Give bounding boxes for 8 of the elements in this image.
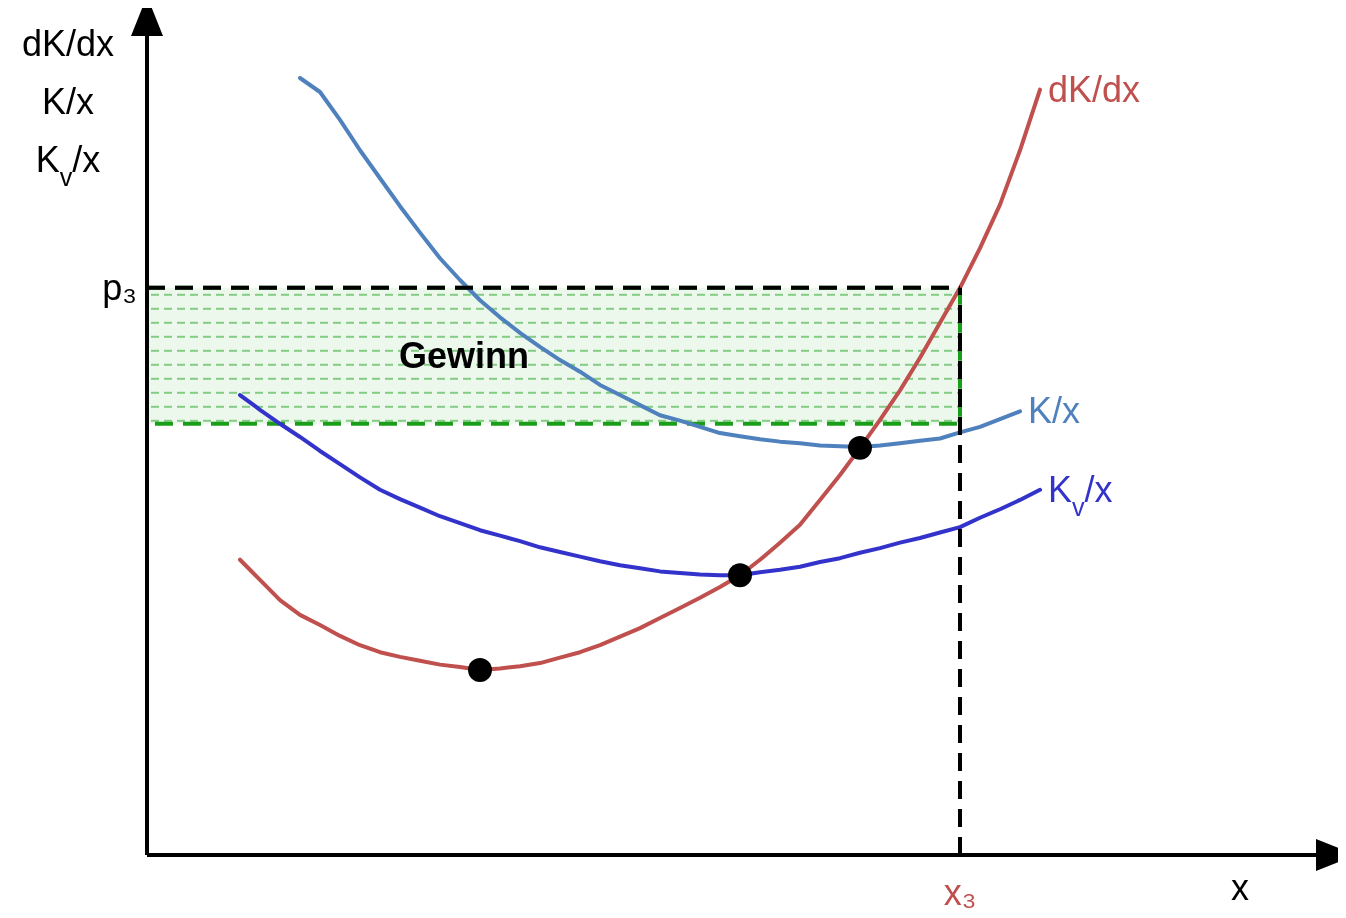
y-axis-title: dK/dx K/x K$_{v}$/x [21,23,115,191]
text: x [1231,867,1249,908]
ref-line-label: p₃ [102,266,137,308]
text: x₃ [943,872,977,913]
series-label: K$_{v}$/x [1048,468,1113,521]
series-label: K/x [1028,390,1081,432]
series-label: dK/dx [1048,68,1141,110]
band-label: Gewinn [399,334,530,376]
